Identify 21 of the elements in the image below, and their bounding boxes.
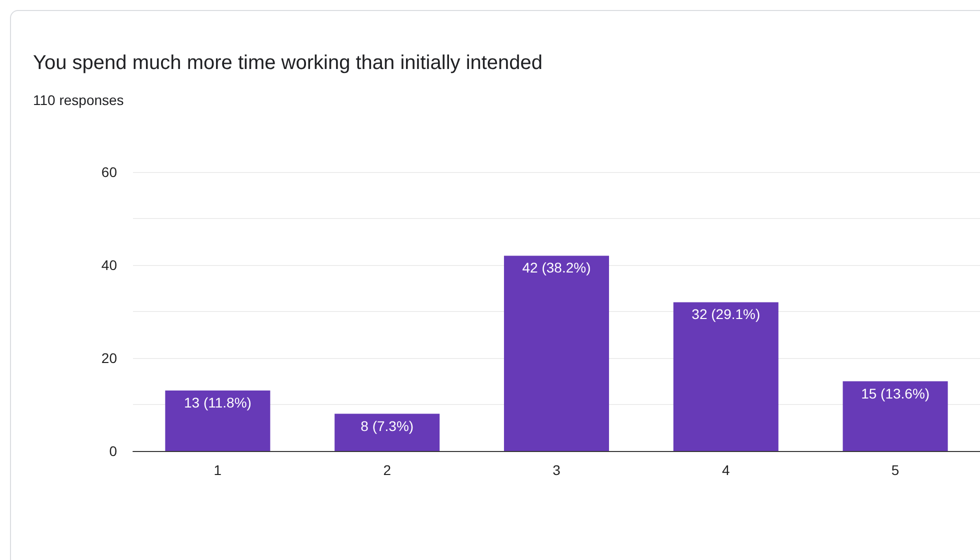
y-tick-label: 20 [101, 350, 118, 366]
bar [334, 414, 440, 451]
data-label: 42 (38.2%) [522, 260, 591, 276]
data-label: 15 (13.6%) [861, 385, 930, 402]
x-tick-label: 3 [552, 462, 561, 478]
x-tick-label: 2 [383, 462, 392, 478]
data-label: 32 (29.1%) [692, 306, 760, 322]
x-tick-label: 5 [891, 462, 900, 478]
data-label: 13 (11.8%) [184, 394, 252, 411]
x-tick-label: 4 [722, 462, 730, 478]
bar [842, 381, 948, 451]
y-tick-label: 60 [101, 164, 118, 180]
y-tick-label: 40 [101, 257, 118, 273]
data-label: 8 (7.3%) [360, 418, 414, 434]
bar [165, 390, 270, 451]
bar [673, 302, 778, 451]
chart-title: You spend much more time working than initially intended [33, 52, 543, 74]
y-tick-label: 0 [109, 443, 118, 459]
chart-subtitle: 110 responses [33, 92, 124, 108]
bar [504, 256, 610, 451]
x-tick-label: 1 [214, 462, 222, 478]
